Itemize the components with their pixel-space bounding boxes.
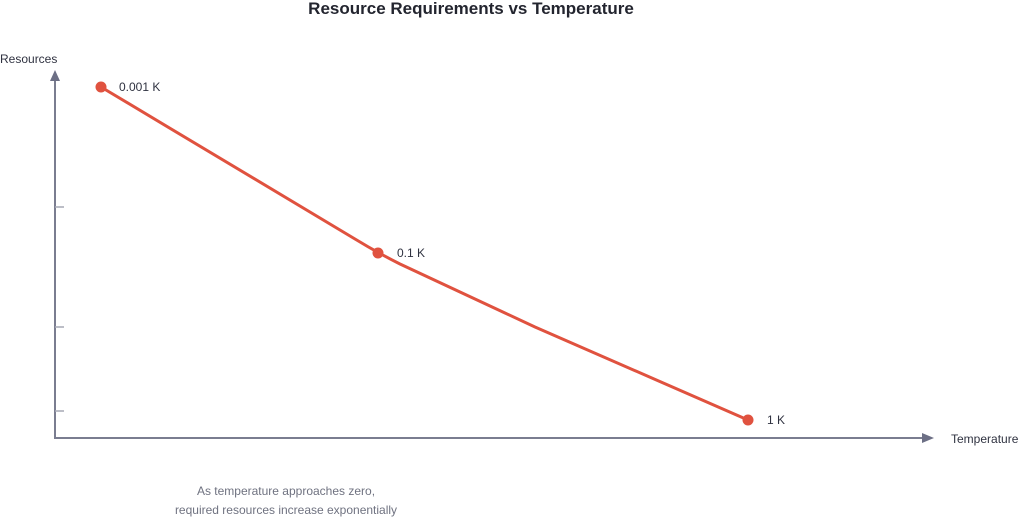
chart-caption: As temperature approaches zero, required…	[136, 482, 436, 520]
data-point	[372, 247, 384, 259]
x-axis-arrow-icon	[922, 433, 934, 443]
chart-title: Resource Requirements vs Temperature	[308, 0, 634, 18]
caption-line: required resources increase exponentiall…	[174, 503, 398, 517]
data-point	[742, 414, 754, 426]
data-line	[99, 85, 750, 422]
caption-line: As temperature approaches zero,	[196, 484, 376, 498]
point-label: 0.1 K	[397, 246, 426, 260]
x-axis-label: Temperature	[951, 432, 1019, 446]
data-point	[95, 81, 107, 93]
point-label: 0.001 K	[119, 80, 161, 94]
y-axis-arrow-icon	[50, 70, 60, 81]
y-axis-label: Resources	[0, 52, 58, 66]
point-label: 1 K	[767, 413, 786, 427]
